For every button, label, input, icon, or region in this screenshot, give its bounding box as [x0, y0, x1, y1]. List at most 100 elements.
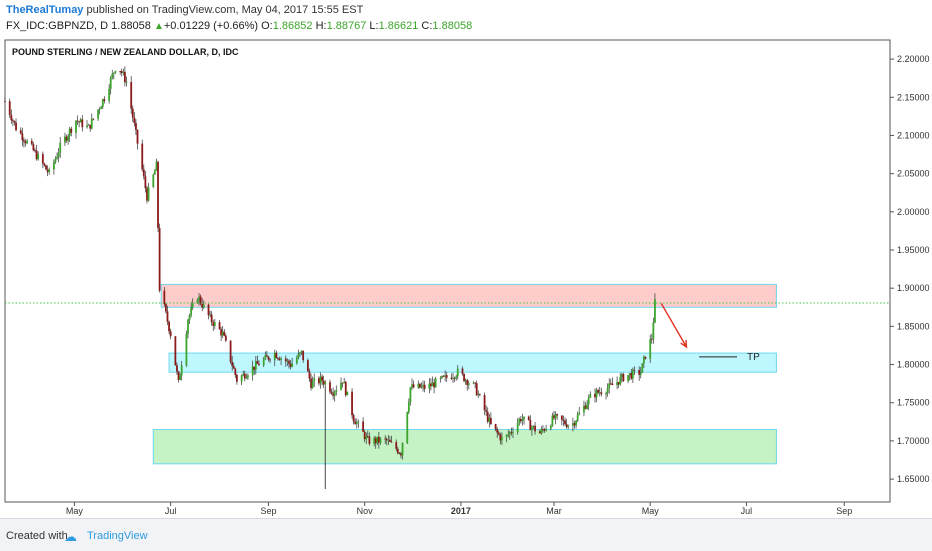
tradingview-link[interactable]: TradingView [87, 530, 148, 542]
candle-body [179, 375, 182, 380]
candle-body [48, 169, 51, 173]
candle-body [510, 431, 513, 433]
y-tick-label: 1.80000 [897, 360, 930, 370]
candle-body [600, 392, 603, 395]
candle-body [319, 376, 322, 384]
candle-body [542, 429, 544, 430]
candle-body [441, 375, 443, 378]
candle-body [190, 307, 193, 315]
candle-body [207, 304, 210, 316]
candle-body [100, 106, 103, 109]
zone-tp [168, 352, 777, 373]
close-value: 1.88058 [432, 20, 473, 32]
candle-body [35, 150, 38, 160]
candle-body [235, 375, 238, 382]
candle-body [144, 176, 147, 189]
candle-body [111, 73, 114, 78]
x-tick-label: Jul [165, 506, 177, 516]
candle-body [79, 119, 82, 123]
y-tick-label: 1.90000 [897, 283, 930, 293]
candle-body [616, 382, 618, 386]
candle-body [262, 359, 265, 366]
candle-body [32, 144, 35, 151]
candle-body [551, 415, 554, 426]
candle-body [114, 71, 117, 73]
candle-body [518, 418, 521, 424]
candle-body [420, 386, 423, 388]
candle-body [299, 352, 301, 354]
candle-body [297, 353, 300, 359]
candle-body [224, 335, 227, 341]
candle-body [556, 414, 559, 416]
candle-body [174, 336, 177, 366]
candle-body [308, 371, 311, 379]
candle-body [395, 442, 398, 449]
y-tick-label: 1.95000 [897, 245, 930, 255]
candle-body [521, 419, 524, 422]
candle-body [507, 434, 510, 436]
candle-body [650, 339, 653, 340]
candle-body [562, 419, 565, 421]
candle-body [445, 375, 448, 378]
candle-body [608, 383, 611, 389]
target-arrow-head [680, 339, 688, 349]
candle-body [53, 162, 55, 170]
x-tick-label: Sep [836, 506, 852, 516]
candle-body [191, 303, 194, 308]
candle-body [92, 118, 95, 120]
candle-body [564, 420, 566, 425]
price-chart[interactable]: POUND STERLING / NEW ZEALAND DOLLAR, D, … [0, 0, 932, 518]
candle-body [407, 401, 410, 413]
candle-body [34, 150, 36, 152]
candle-body [365, 435, 368, 440]
candle-body [284, 358, 287, 362]
candle-body [453, 377, 456, 379]
symbol-info-bar: FX_IDC:GBPNZD, D 1.88058 ▲+0.01229 (+0.6… [6, 20, 472, 32]
candle-body [644, 356, 647, 359]
candle-body [643, 356, 645, 364]
candle-body [494, 424, 497, 430]
low-label: L: [369, 20, 379, 32]
candle-body [433, 382, 435, 388]
candle-body [231, 361, 234, 366]
last-price: 1.88058 [111, 20, 151, 32]
candle-body [264, 355, 267, 360]
candle-body [496, 429, 499, 433]
candle-body [209, 314, 211, 316]
candle-body [89, 124, 92, 129]
y-tick-label: 2.20000 [897, 54, 930, 64]
candle-body [75, 120, 77, 133]
candle-body [617, 382, 620, 385]
candle-body [103, 99, 106, 101]
candle-body [341, 382, 344, 384]
candle-body [450, 377, 453, 379]
candle-body [633, 369, 636, 371]
candle-body [611, 383, 614, 386]
candle-body [329, 382, 331, 392]
candle-body [485, 410, 488, 412]
candle-body [422, 384, 424, 387]
open-label: O: [261, 20, 273, 32]
candle-body [384, 438, 387, 440]
candle-body [401, 443, 404, 456]
y-tick-label: 2.00000 [897, 207, 930, 217]
cloud-logo-icon[interactable]: ☁ [64, 529, 77, 544]
candle-body [478, 394, 481, 396]
candle-body [196, 299, 199, 304]
candle-body [188, 314, 191, 321]
candle-body [243, 373, 246, 379]
candle-body [565, 424, 568, 428]
candle-body [59, 142, 62, 153]
candle-body [417, 383, 420, 388]
candle-body [652, 322, 655, 340]
author-link[interactable]: TheRealTumay [6, 4, 84, 16]
candle-body [423, 384, 426, 389]
candle-body [177, 371, 180, 380]
candle-body [456, 368, 459, 377]
candle-body [30, 140, 33, 145]
candle-body [253, 366, 256, 370]
candle-body [418, 383, 421, 388]
candle-body [310, 378, 312, 389]
candle-body [578, 412, 581, 415]
candle-body [125, 82, 128, 83]
